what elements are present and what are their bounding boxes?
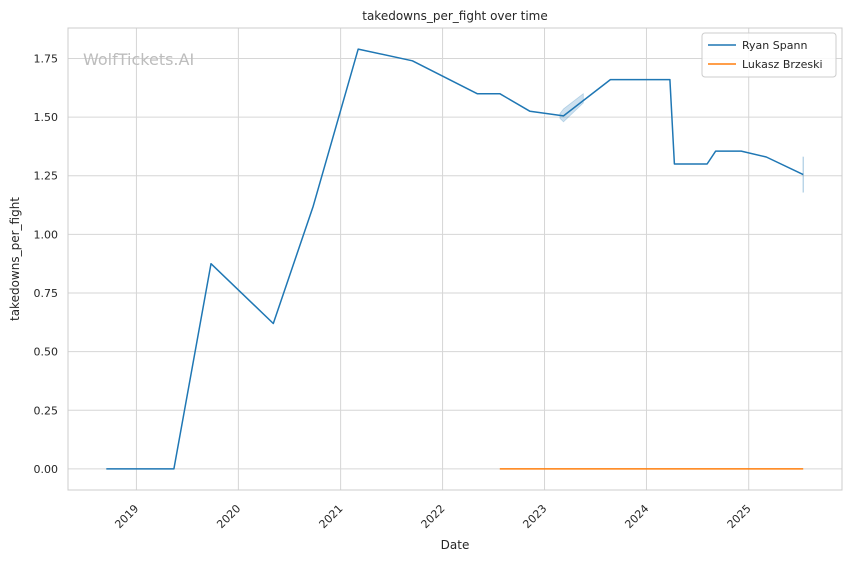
series-lines [106,48,804,470]
series-line-ryan-spann [106,48,804,470]
y-tick-label-1-50: 1.50 [34,111,59,124]
y-tick-label-1-75: 1.75 [34,52,59,65]
legend-label-ryan-spann: Ryan Spann [742,39,807,52]
legend: Ryan Spann Lukasz Brzeski [701,32,837,78]
plot-area-frame [67,27,843,491]
y-tick-label-1-00: 1.00 [34,228,59,241]
y-tick-label-0-75: 0.75 [34,287,59,300]
y-gridlines [68,57,842,470]
y-tick-label-0-50: 0.50 [34,346,59,359]
x-axis-label: Date [441,538,470,552]
y-tick-label-0-25: 0.25 [34,404,59,417]
watermark-text: WolfTickets.AI [83,50,194,69]
chart-title: takedowns_per_fight over time [362,9,548,23]
y-tick-label-1-25: 1.25 [34,170,59,183]
y-tick-labels: 0.00 0.25 0.50 0.75 1.00 1.25 1.50 1.75 [34,52,59,475]
x-gridlines [135,28,750,490]
legend-label-lukasz-brzeski: Lukasz Brzeski [742,58,823,71]
legend-box [701,32,837,78]
y-axis-label: takedowns_per_fight [8,197,22,321]
y-tick-label-0-00: 0.00 [34,463,59,476]
